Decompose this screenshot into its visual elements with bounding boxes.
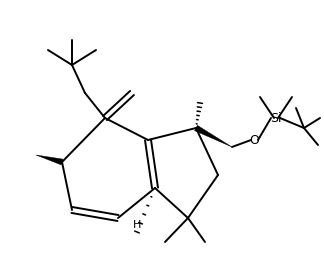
Text: Si: Si [270, 111, 282, 125]
Polygon shape [36, 155, 63, 165]
Text: O: O [249, 133, 259, 147]
Text: H: H [133, 220, 141, 230]
Polygon shape [195, 125, 232, 147]
